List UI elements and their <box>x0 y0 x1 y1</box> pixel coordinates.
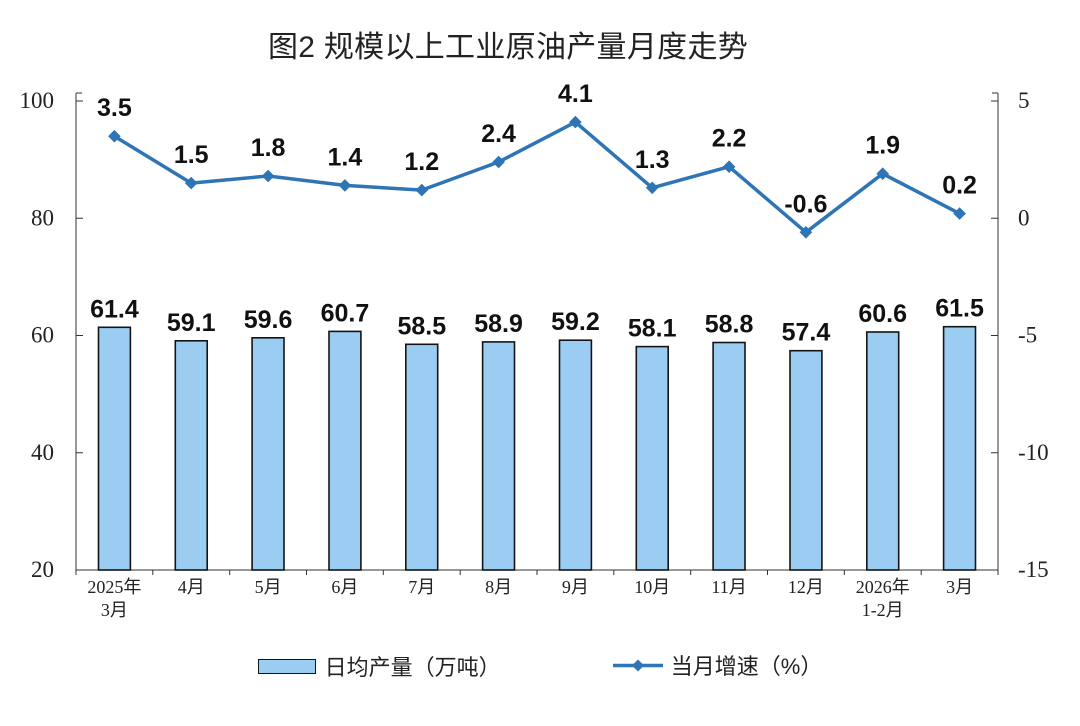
svg-text:-0.6: -0.6 <box>784 190 827 218</box>
svg-text:59.2: 59.2 <box>551 308 600 336</box>
svg-text:-5: -5 <box>1018 323 1037 348</box>
svg-text:58.5: 58.5 <box>397 312 446 340</box>
svg-text:40: 40 <box>31 440 54 465</box>
svg-text:1.3: 1.3 <box>635 146 670 174</box>
svg-text:7月: 7月 <box>408 577 435 597</box>
svg-text:4月: 4月 <box>178 577 205 597</box>
svg-text:-15: -15 <box>1018 557 1049 582</box>
svg-text:100: 100 <box>20 88 55 113</box>
svg-text:2.4: 2.4 <box>481 120 516 148</box>
svg-text:20: 20 <box>31 557 54 582</box>
svg-text:9月: 9月 <box>562 577 589 597</box>
svg-text:3.5: 3.5 <box>97 94 132 122</box>
svg-text:1-2月: 1-2月 <box>862 600 904 620</box>
svg-text:59.6: 59.6 <box>244 306 293 334</box>
svg-text:5月: 5月 <box>255 577 282 597</box>
svg-text:1.8: 1.8 <box>251 134 286 162</box>
svg-text:58.8: 58.8 <box>705 311 754 339</box>
svg-text:0: 0 <box>1018 205 1030 230</box>
svg-text:2025年: 2025年 <box>87 577 141 597</box>
svg-text:11月: 11月 <box>711 577 746 597</box>
svg-text:61.5: 61.5 <box>935 295 984 323</box>
svg-text:-10: -10 <box>1018 440 1049 465</box>
svg-text:59.1: 59.1 <box>167 309 216 337</box>
svg-text:12月: 12月 <box>788 577 824 597</box>
svg-text:3月: 3月 <box>946 577 973 597</box>
svg-text:60.6: 60.6 <box>858 300 907 328</box>
svg-text:8月: 8月 <box>485 577 512 597</box>
svg-text:0.2: 0.2 <box>942 172 977 200</box>
svg-text:3月: 3月 <box>101 600 128 620</box>
svg-text:60.7: 60.7 <box>321 299 370 327</box>
svg-text:1.2: 1.2 <box>404 148 439 176</box>
svg-text:57.4: 57.4 <box>782 319 831 347</box>
svg-text:61.4: 61.4 <box>90 295 139 323</box>
svg-text:2026年: 2026年 <box>856 577 910 597</box>
svg-text:58.9: 58.9 <box>474 310 523 338</box>
svg-text:80: 80 <box>31 205 54 230</box>
svg-text:4.1: 4.1 <box>558 80 593 108</box>
svg-text:6月: 6月 <box>331 577 358 597</box>
svg-text:1.4: 1.4 <box>328 143 363 171</box>
svg-text:2.2: 2.2 <box>712 125 747 153</box>
svg-text:1.9: 1.9 <box>865 132 900 160</box>
svg-text:1.5: 1.5 <box>174 141 209 169</box>
svg-text:60: 60 <box>31 323 54 348</box>
svg-text:10月: 10月 <box>634 577 670 597</box>
svg-text:5: 5 <box>1018 88 1030 113</box>
svg-text:58.1: 58.1 <box>628 315 677 343</box>
